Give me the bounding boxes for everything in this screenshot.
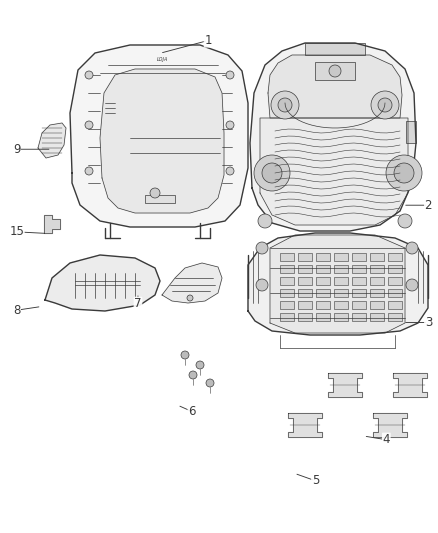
Bar	[352, 301, 366, 309]
Bar	[388, 277, 402, 285]
Bar	[298, 301, 312, 309]
Bar	[315, 62, 355, 80]
Bar	[316, 253, 330, 261]
Circle shape	[398, 214, 412, 228]
Circle shape	[85, 121, 93, 129]
Bar	[334, 265, 348, 273]
Circle shape	[406, 242, 418, 254]
Bar	[370, 253, 384, 261]
Bar	[334, 289, 348, 297]
Polygon shape	[70, 45, 248, 227]
Text: 2: 2	[424, 199, 432, 212]
Circle shape	[85, 167, 93, 175]
Polygon shape	[44, 215, 60, 233]
Bar	[334, 277, 348, 285]
Circle shape	[371, 91, 399, 119]
Text: LOJA: LOJA	[157, 58, 169, 62]
Polygon shape	[100, 69, 224, 213]
Polygon shape	[248, 233, 428, 335]
Polygon shape	[270, 235, 405, 333]
Text: 15: 15	[9, 225, 24, 238]
Bar	[316, 265, 330, 273]
Bar	[352, 277, 366, 285]
Bar	[316, 301, 330, 309]
Bar	[334, 253, 348, 261]
Circle shape	[378, 98, 392, 112]
Circle shape	[85, 71, 93, 79]
Polygon shape	[250, 43, 416, 231]
Text: 9: 9	[13, 143, 21, 156]
Polygon shape	[38, 123, 66, 158]
Bar	[334, 301, 348, 309]
Bar	[388, 253, 402, 261]
Bar	[298, 289, 312, 297]
Circle shape	[386, 155, 422, 191]
Bar	[298, 277, 312, 285]
Circle shape	[256, 242, 268, 254]
Bar	[298, 313, 312, 321]
Bar	[370, 289, 384, 297]
Bar	[352, 265, 366, 273]
Bar	[305, 43, 365, 55]
Bar	[388, 289, 402, 297]
Circle shape	[187, 295, 193, 301]
Circle shape	[262, 163, 282, 183]
Text: 8: 8	[13, 304, 20, 317]
Bar	[388, 301, 402, 309]
Circle shape	[256, 279, 268, 291]
Circle shape	[206, 379, 214, 387]
Bar	[370, 313, 384, 321]
Circle shape	[406, 279, 418, 291]
Circle shape	[189, 371, 197, 379]
Bar	[280, 277, 294, 285]
Bar	[352, 289, 366, 297]
Bar	[316, 313, 330, 321]
Bar	[388, 265, 402, 273]
Circle shape	[278, 98, 292, 112]
Bar	[298, 265, 312, 273]
Bar	[280, 313, 294, 321]
Bar	[370, 265, 384, 273]
Text: 1: 1	[204, 34, 212, 47]
Text: 3: 3	[425, 316, 432, 329]
Circle shape	[226, 71, 234, 79]
Bar	[388, 313, 402, 321]
Polygon shape	[45, 255, 160, 311]
Text: 6: 6	[188, 405, 196, 418]
Bar	[334, 313, 348, 321]
Bar	[316, 277, 330, 285]
Text: 7: 7	[134, 297, 142, 310]
Text: 4: 4	[382, 433, 390, 446]
Bar	[145, 195, 175, 203]
Circle shape	[254, 155, 290, 191]
Circle shape	[329, 65, 341, 77]
Polygon shape	[260, 118, 408, 225]
Bar	[280, 265, 294, 273]
Polygon shape	[268, 55, 402, 118]
Bar	[352, 313, 366, 321]
Polygon shape	[393, 373, 427, 397]
Bar	[280, 253, 294, 261]
Circle shape	[226, 121, 234, 129]
Bar	[352, 253, 366, 261]
Circle shape	[150, 188, 160, 198]
Bar	[370, 301, 384, 309]
Circle shape	[181, 351, 189, 359]
Polygon shape	[373, 413, 407, 437]
Bar	[370, 277, 384, 285]
Bar	[280, 289, 294, 297]
Polygon shape	[162, 263, 222, 303]
Bar	[406, 121, 416, 143]
Bar	[316, 289, 330, 297]
Circle shape	[394, 163, 414, 183]
Circle shape	[271, 91, 299, 119]
Bar	[298, 253, 312, 261]
Bar	[280, 301, 294, 309]
Text: 5: 5	[312, 474, 319, 487]
Circle shape	[196, 361, 204, 369]
Polygon shape	[328, 373, 362, 397]
Circle shape	[258, 214, 272, 228]
Circle shape	[226, 167, 234, 175]
Polygon shape	[288, 413, 322, 437]
